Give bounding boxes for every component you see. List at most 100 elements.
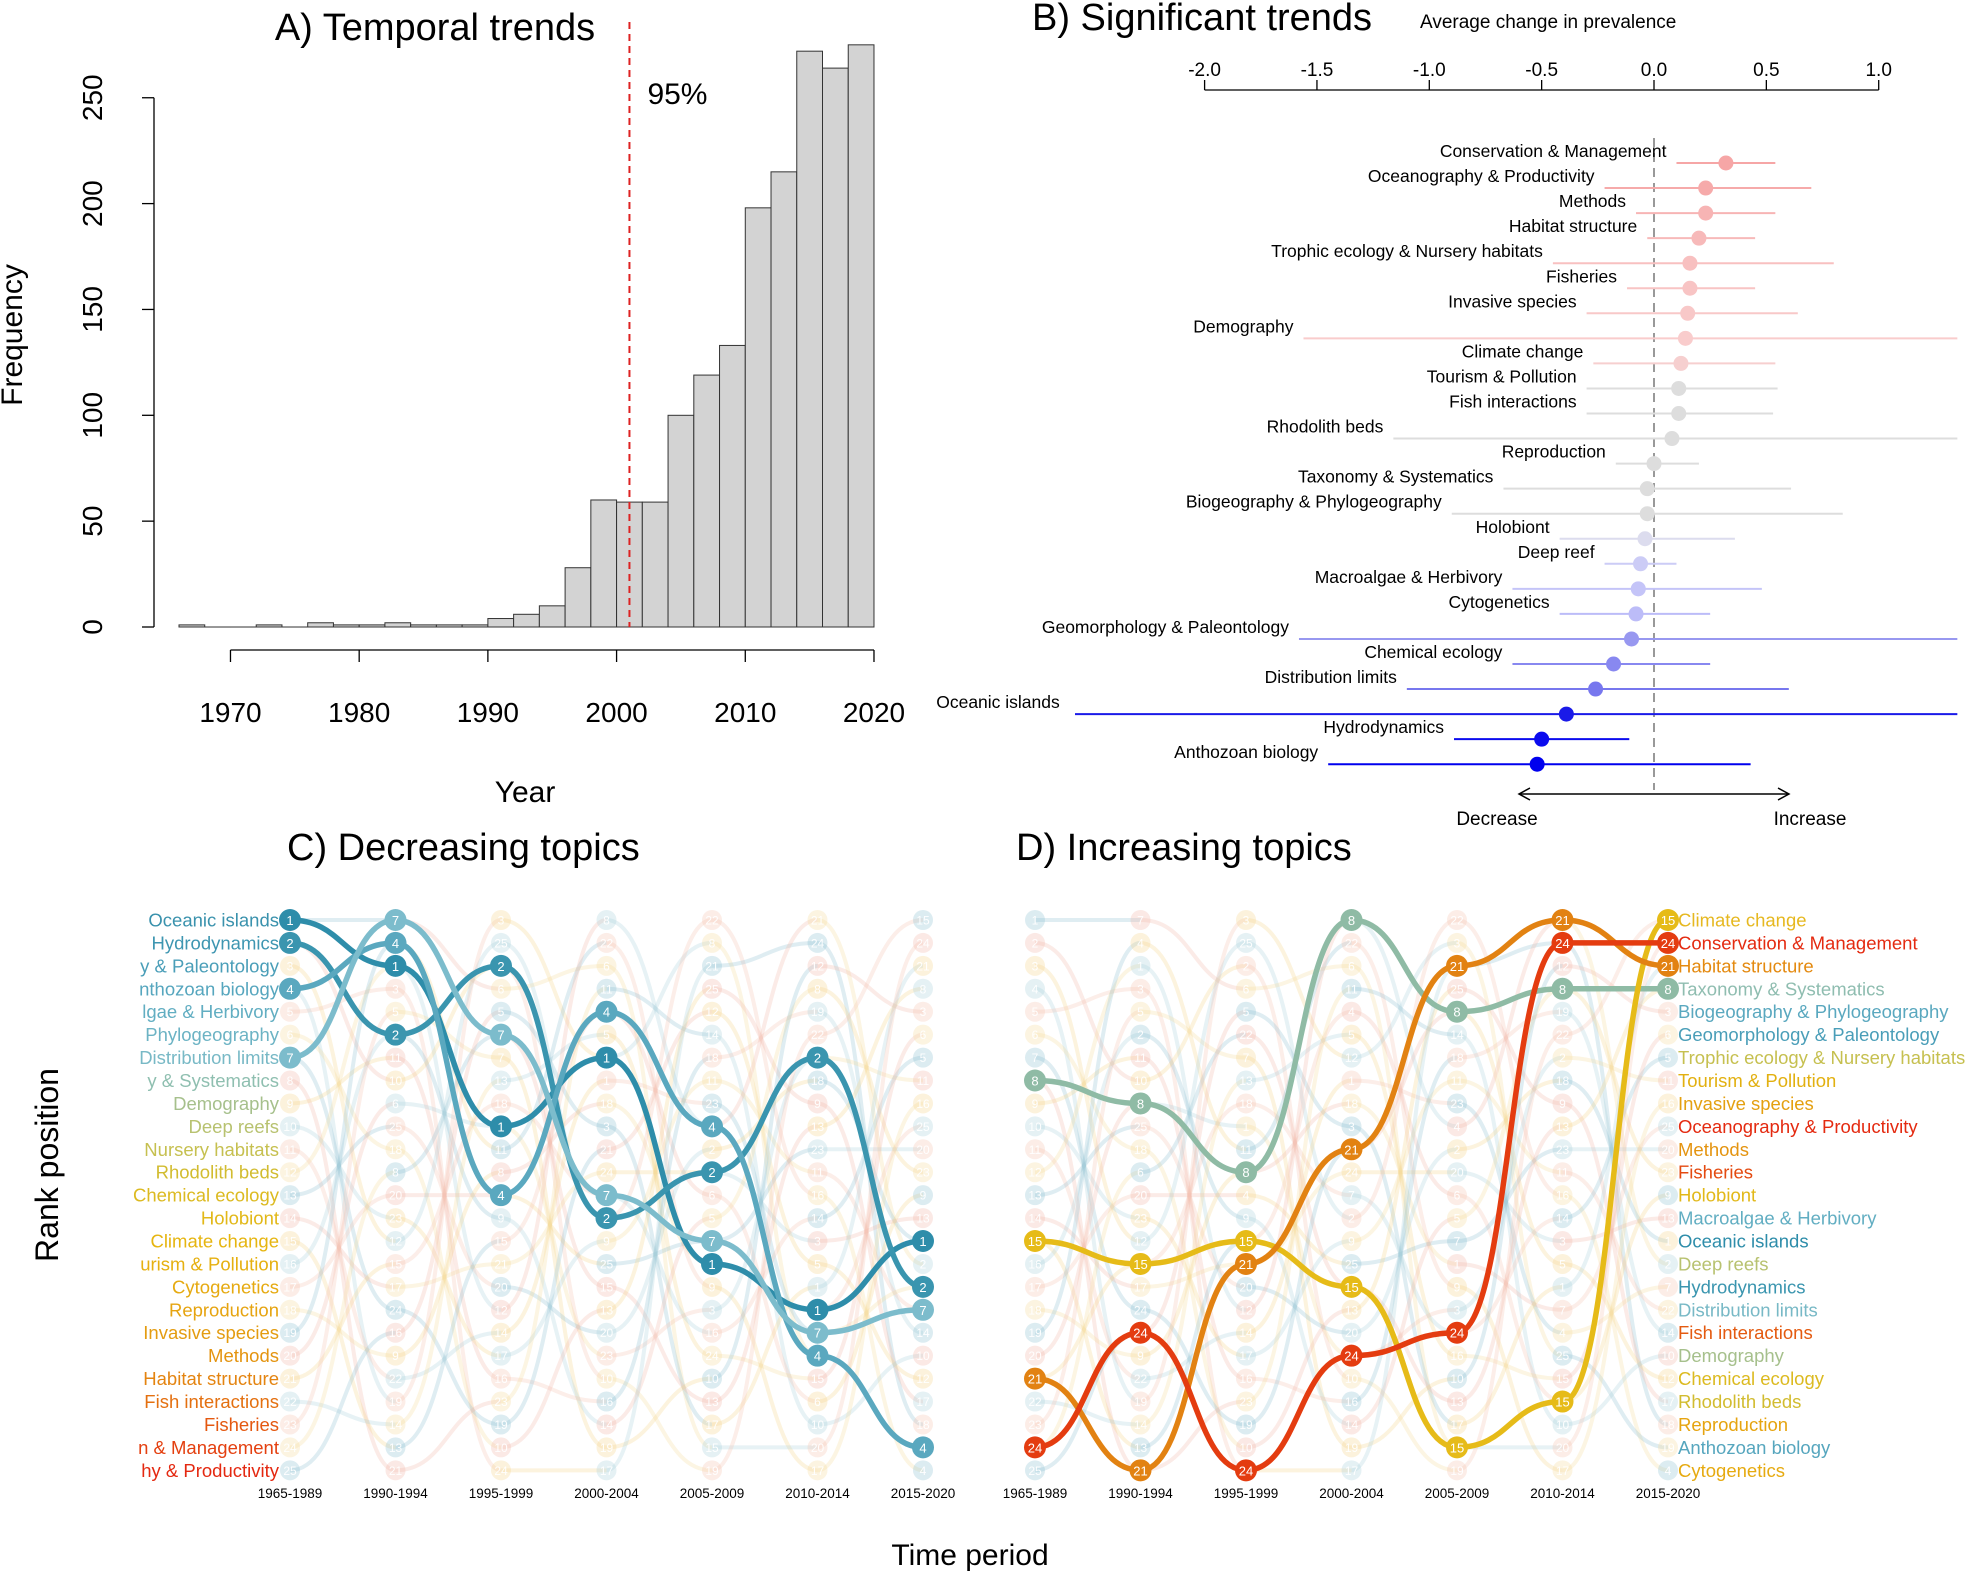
background-rank-number: 21 — [916, 959, 930, 973]
background-rank-number: 12 — [916, 1372, 930, 1386]
background-rank-node — [491, 1070, 511, 1091]
background-rank-number: 2 — [1032, 936, 1039, 950]
background-rank-number: 5 — [1137, 1005, 1144, 1019]
background-trajectory — [606, 1376, 713, 1473]
background-rank-number: 19 — [1661, 1441, 1675, 1455]
background-rank-node — [1552, 1116, 1573, 1137]
arrowhead-right — [1777, 787, 1791, 801]
background-rank-node — [1341, 1093, 1362, 1114]
background-rank-number: 21 — [494, 1257, 508, 1271]
background-rank-node — [280, 1345, 300, 1366]
mean-point — [1624, 631, 1640, 647]
background-rank-node — [1341, 955, 1362, 976]
background-rank-number: 3 — [1454, 936, 1461, 950]
background-rank-node — [1130, 1345, 1151, 1366]
background-rank-number: 15 — [1556, 1372, 1570, 1386]
highlighted-rank-number: 15 — [1028, 1234, 1042, 1249]
background-rank-number: 20 — [1556, 1441, 1570, 1455]
background-rank-number: 6 — [498, 982, 505, 996]
background-rank-node — [1341, 1460, 1362, 1481]
rank-topic-label: nthozoan biology — [139, 978, 280, 999]
panel-d-increasing-bump: D) Increasing topics17382221152425223242… — [1003, 827, 1966, 1501]
background-rank-node — [807, 955, 828, 976]
background-rank-node — [280, 1070, 300, 1091]
topic-label: Hydrodynamics — [1323, 717, 1444, 737]
highlighted-rank-number: 1 — [392, 959, 399, 974]
background-trajectory — [1456, 1170, 1563, 1244]
highlighted-rank-node — [806, 1046, 829, 1069]
background-rank-number: 21 — [600, 1143, 614, 1157]
background-rank-number: 15 — [283, 1235, 297, 1249]
background-trajectory — [395, 1055, 502, 1381]
background-rank-number: 12 — [389, 1235, 403, 1249]
background-rank-node — [913, 1322, 933, 1343]
background-trajectory — [500, 918, 607, 1060]
histogram-bar — [255, 624, 283, 628]
histogram-bar — [487, 618, 515, 628]
background-rank-node — [1552, 955, 1573, 976]
background-rank-node — [596, 1345, 617, 1366]
background-trajectory — [817, 963, 924, 1289]
highlighted-trajectory — [287, 917, 926, 1313]
background-trajectory — [289, 1261, 396, 1381]
period-label: 2015-2020 — [1636, 1486, 1701, 1501]
background-trajectory — [1140, 1032, 1247, 1175]
background-rank-node — [807, 932, 828, 953]
background-rank-number: 11 — [706, 1074, 719, 1088]
rank-topic-label: Oceanic islands — [148, 910, 279, 931]
background-rank-number: 17 — [811, 1464, 825, 1478]
background-rank-number: 8 — [920, 982, 927, 996]
background-trajectory — [1351, 940, 1458, 1060]
background-trajectory — [1034, 1101, 1141, 1358]
background-trajectory — [606, 986, 713, 1312]
top-tick-label: 0.0 — [1641, 60, 1667, 81]
background-rank-node — [1341, 1391, 1362, 1412]
top-tick-label: 1.0 — [1865, 60, 1891, 81]
background-trajectory — [711, 1170, 818, 1244]
highlighted-rank-node — [806, 1298, 829, 1321]
background-rank-number: 23 — [1450, 1097, 1464, 1111]
background-rank-number: 15 — [811, 1372, 825, 1386]
background-rank-number: 24 — [494, 1464, 508, 1478]
highlighted-rank-number: 7 — [286, 1051, 293, 1066]
background-rank-number: 9 — [920, 1189, 927, 1203]
background-rank-number: 12 — [1556, 959, 1570, 973]
rank-topic-label: Fish interactions — [144, 1391, 279, 1412]
background-rank-node — [385, 1299, 406, 1320]
background-rank-number: 18 — [811, 1074, 825, 1088]
highlighted-rank-node — [1129, 1092, 1152, 1115]
background-rank-number: 19 — [1450, 1464, 1464, 1478]
background-rank-number: 15 — [916, 914, 930, 928]
background-rank-number: 8 — [287, 1074, 294, 1088]
topic-label: Tourism & Pollution — [1427, 366, 1577, 386]
mean-point — [1639, 481, 1655, 497]
topic-label: Chemical ecology — [1364, 642, 1502, 662]
background-trajectory — [289, 986, 396, 1014]
mean-point — [1682, 255, 1698, 271]
background-trajectory — [500, 1193, 607, 1266]
highlighted-rank-node — [279, 931, 301, 954]
background-trajectory — [289, 1239, 396, 1450]
background-rank-node — [1658, 1001, 1678, 1022]
background-rank-number: 21 — [283, 1372, 297, 1386]
background-trajectory — [394, 918, 502, 1404]
background-rank-number: 12 — [494, 1303, 508, 1317]
background-trajectory — [289, 1170, 396, 1450]
background-rank-node — [702, 910, 722, 930]
background-rank-node — [1025, 1276, 1045, 1297]
highlighted-rank-number: 4 — [814, 1349, 821, 1364]
background-rank-node — [596, 1139, 617, 1160]
rank-topic-label: Climate change — [1678, 910, 1807, 931]
background-trajectory — [1245, 986, 1353, 1404]
background-rank-node — [1658, 1185, 1678, 1206]
histogram-bar — [435, 624, 463, 628]
rank-topic-label: Hydrodynamics — [152, 932, 280, 953]
background-rank-number: 2 — [709, 1143, 716, 1157]
highlighted-rank-number: 4 — [497, 1188, 504, 1203]
background-rank-number: 1 — [603, 1074, 610, 1088]
background-rank-number: 18 — [389, 1143, 403, 1157]
background-trajectory — [1351, 1101, 1458, 1266]
background-rank-number: 2 — [1559, 1051, 1566, 1065]
background-trajectory — [395, 963, 502, 1312]
background-trajectory — [1034, 1261, 1141, 1381]
